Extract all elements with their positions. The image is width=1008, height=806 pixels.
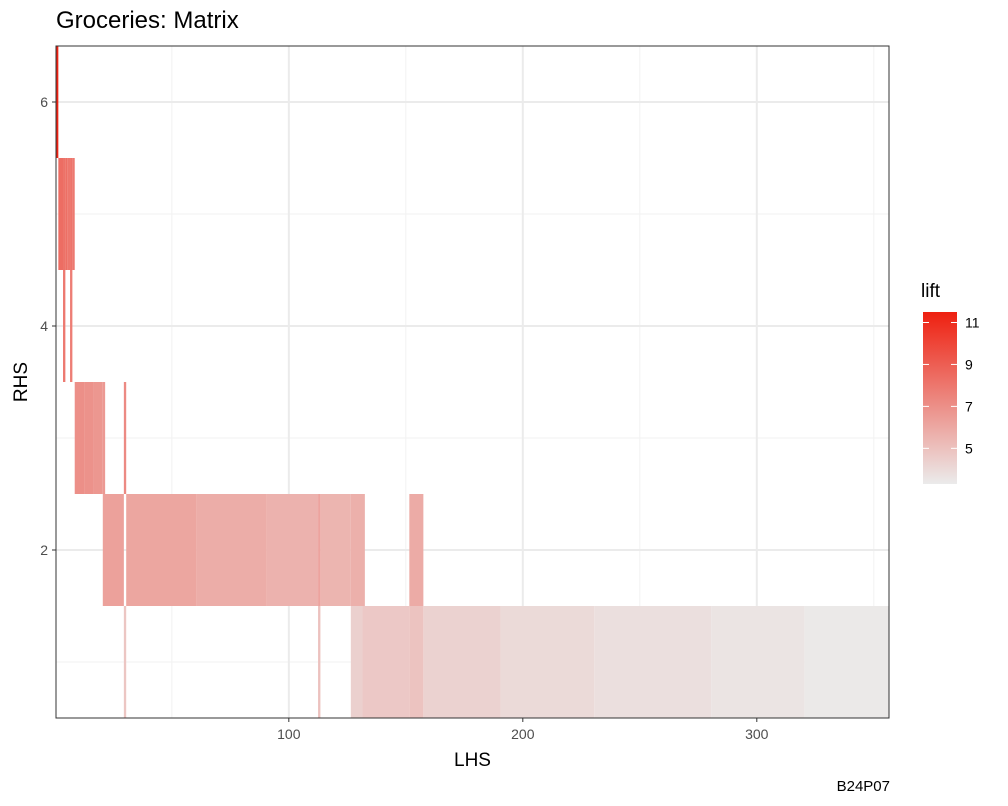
matrix-cell [804,606,889,718]
matrix-cell [72,158,75,270]
legend-tick-label: 7 [965,398,973,414]
matrix-cell [74,382,85,494]
matrix-cell [318,494,321,606]
x-tick-label: 100 [277,726,301,742]
matrix-cell [500,606,595,718]
matrix-cell [423,606,501,718]
x-tick-label: 300 [745,726,769,742]
legend: lift 5 7 9 11 [921,281,980,484]
legend-colorbar [923,312,957,484]
y-tick-label: 6 [40,94,48,110]
matrix-cell [63,270,66,382]
x-tick-label: 200 [511,726,535,742]
matrix-cell [594,606,712,718]
caption: B24P07 [836,778,890,795]
matrix-cell [70,158,73,270]
matrix-cell [123,382,127,494]
matrix-cell [58,158,64,270]
y-tick-label: 4 [40,318,48,334]
matrix-cell [102,382,106,494]
matrix-cell [126,494,197,606]
matrix-cell [318,606,321,718]
matrix-cell [350,606,363,718]
panel-border [55,45,890,719]
matrix-cell [93,382,103,494]
y-axis-title: RHS [11,362,32,402]
matrix-cell [70,270,73,382]
matrix-cell [196,494,267,606]
matrix-cell [102,494,124,606]
matrix-cell [320,494,351,606]
x-axis-title: LHS [454,750,491,771]
matrix-cell [56,46,59,158]
legend-title: lift [921,281,941,302]
matrix-cell [409,606,424,718]
matrix-cell [266,494,319,606]
legend-tick-label: 11 [965,314,980,330]
chart-title: Groceries: Matrix [56,7,239,34]
matrix-cell [362,606,410,718]
matrix-cell [84,382,94,494]
matrix-cell [65,158,68,270]
legend-tick-label: 5 [965,440,973,456]
matrix-cell [123,606,127,718]
matrix-cells [56,46,889,718]
matrix-cell [409,494,424,606]
legend-tick-label: 9 [965,356,973,372]
axes: 100 200 300 2 4 6 [40,94,768,742]
legend-ticks: 5 7 9 11 [923,314,980,456]
matrix-cell [711,606,805,718]
y-tick-label: 2 [40,542,48,558]
matrix-cell [67,158,71,270]
matrix-cell [350,494,365,606]
matrix-cell [63,158,66,270]
